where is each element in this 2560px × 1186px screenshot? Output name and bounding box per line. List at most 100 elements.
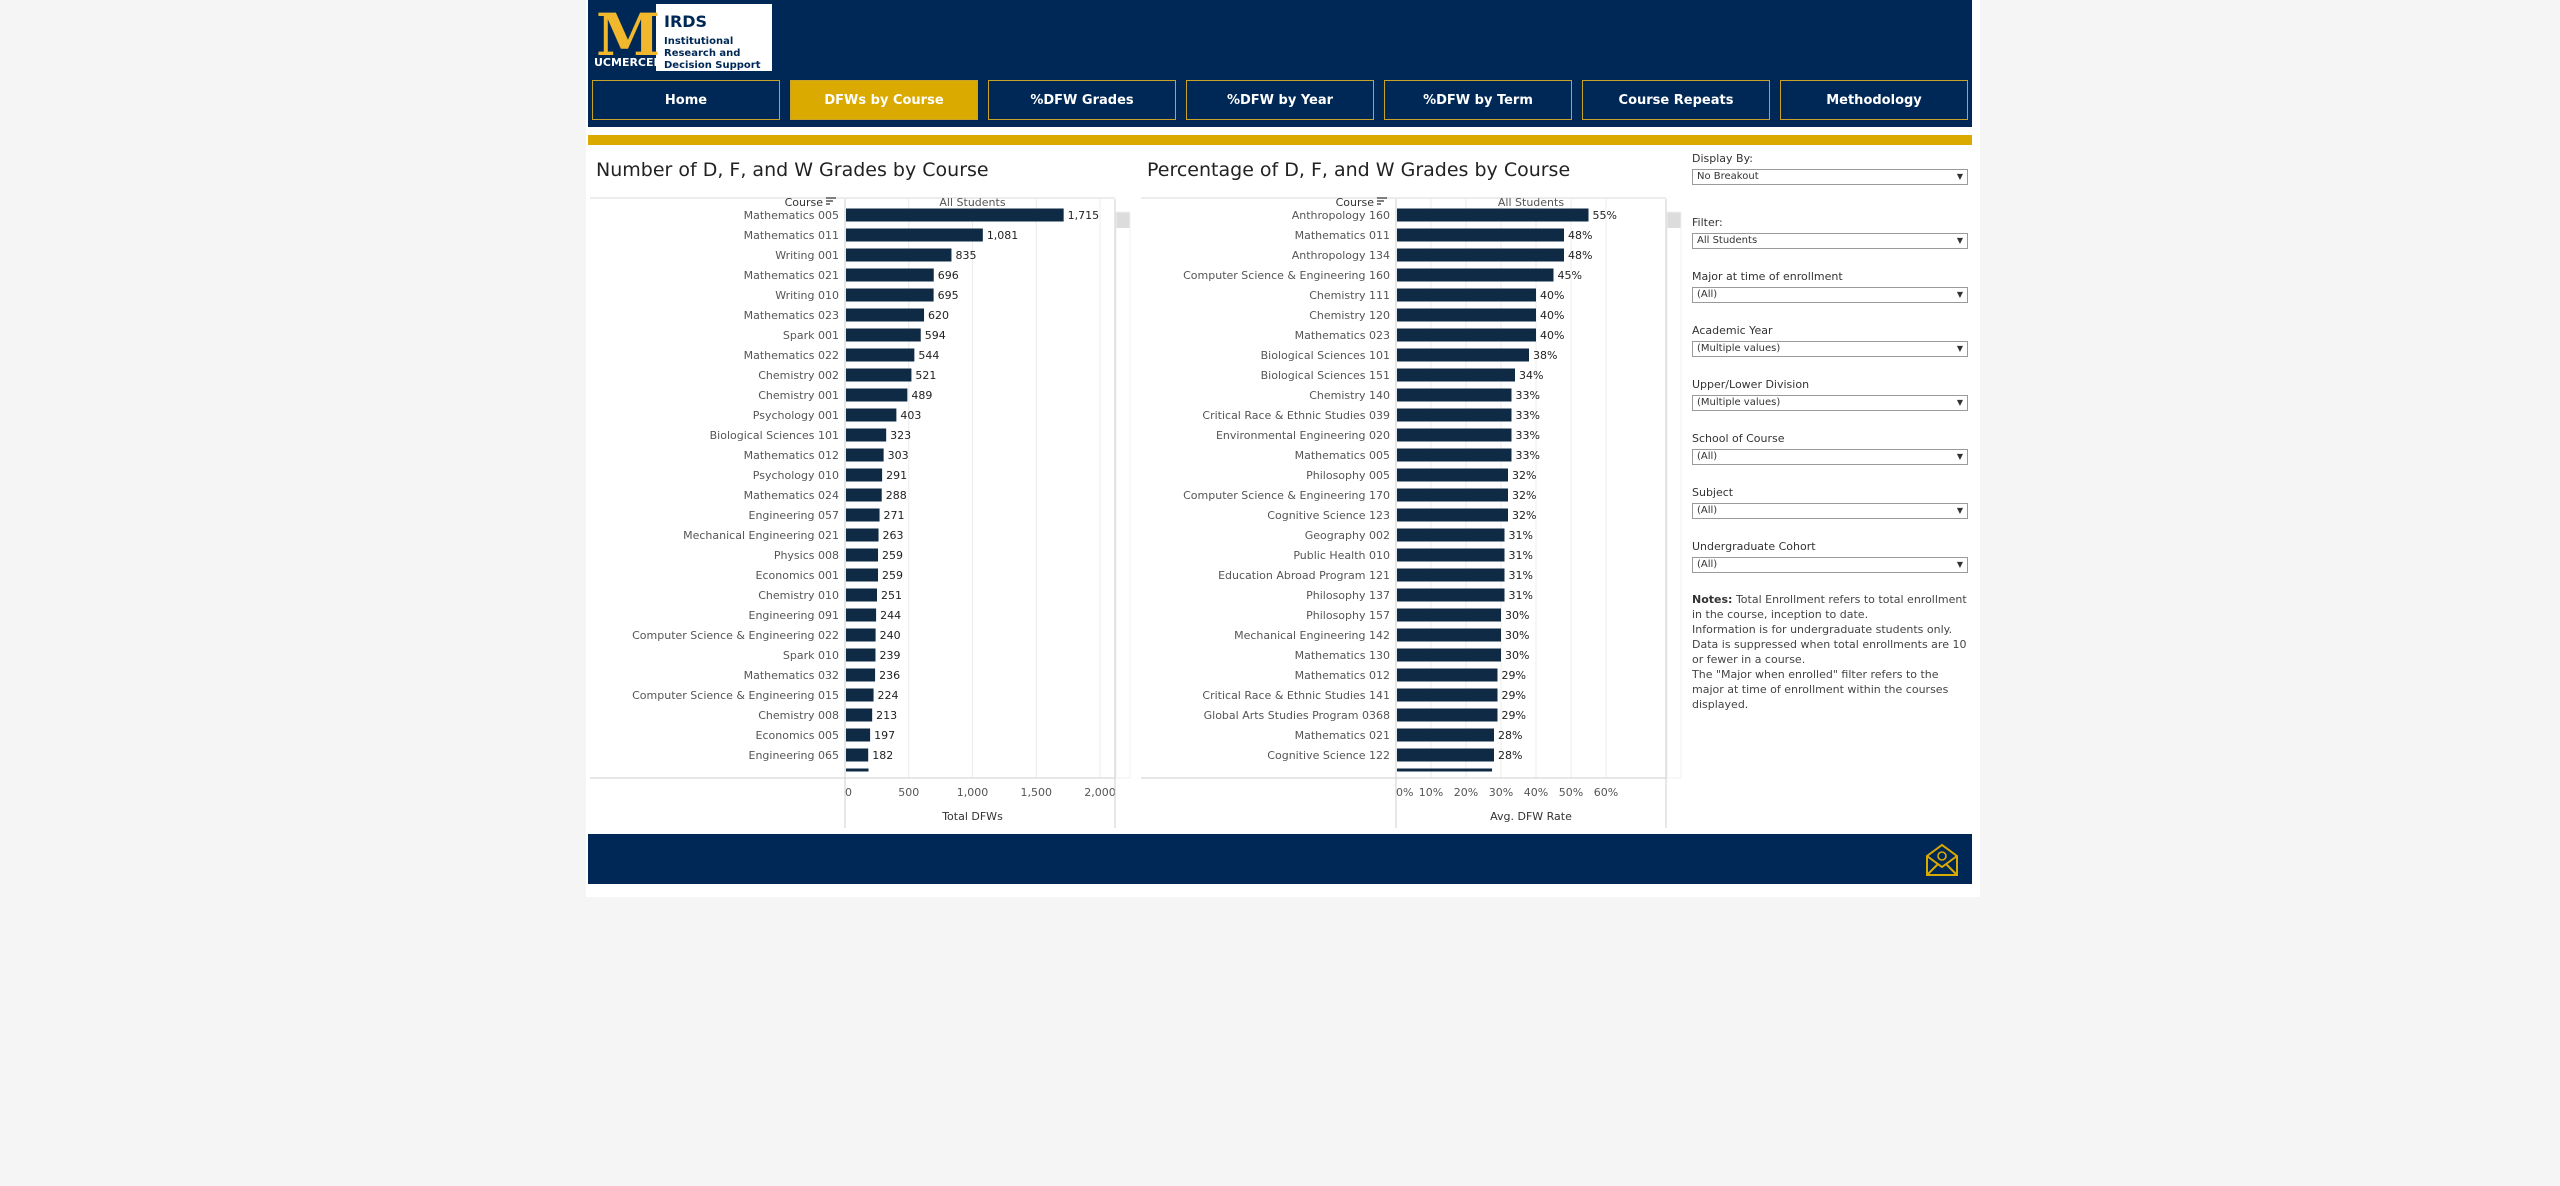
academic-year-select[interactable]: (Multiple values) ▼ — [1692, 341, 1968, 357]
data-label: 1,081 — [987, 229, 1019, 242]
column-header: All Students — [939, 196, 1005, 209]
data-label: 259 — [882, 569, 903, 582]
filter-label-filter: Filter: — [1692, 216, 1723, 229]
logo-wordmark: UCMERCED — [594, 56, 663, 69]
notes-line: Information is for undergraduate student… — [1692, 623, 1953, 636]
course-label: Computer Science & Engineering 015 — [632, 689, 839, 702]
x-axis-title: Total DFWs — [941, 810, 1003, 823]
chevron-down-icon: ▼ — [1956, 290, 1963, 299]
dfw-count-chart[interactable]: 0 500 1,000 1,500 2,000 Course All Students Mat… — [586, 0, 1980, 840]
chevron-down-icon: ▼ — [1956, 452, 1963, 461]
data-label: 224 — [878, 689, 899, 702]
bar-partial — [846, 768, 869, 772]
bar — [846, 708, 873, 722]
course-label: Mathematics 012 — [744, 449, 839, 462]
notes-line: Data is suppressed when total enrollment… — [1692, 638, 1967, 666]
course-label: Psychology 001 — [753, 409, 839, 422]
nav-home[interactable]: Home — [592, 80, 780, 120]
course-label: Engineering 057 — [749, 509, 840, 522]
data-label: 240 — [880, 629, 901, 642]
course-label: Spark 001 — [783, 329, 839, 342]
school-select[interactable]: (All) ▼ — [1692, 449, 1968, 465]
bar — [846, 428, 887, 442]
nav-dfws-by-course[interactable]: DFWs by Course — [790, 80, 978, 120]
data-label: 695 — [938, 289, 959, 302]
course-label: Mathematics 024 — [744, 489, 839, 502]
nav-dfw-by-year[interactable]: %DFW by Year — [1186, 80, 1374, 120]
subject-select[interactable]: (All) ▼ — [1692, 503, 1968, 519]
mail-icon[interactable] — [1924, 841, 1960, 877]
data-label: 403 — [900, 409, 921, 422]
display-by-select[interactable]: No Breakout ▼ — [1692, 169, 1968, 185]
data-label: 835 — [955, 249, 976, 262]
chart-title-percent: Percentage of D, F, and W Grades by Cour… — [1147, 159, 1571, 181]
division-select[interactable]: (Multiple values) ▼ — [1692, 395, 1968, 411]
bar — [846, 748, 869, 762]
sort-icon — [826, 197, 836, 205]
data-label: 594 — [925, 329, 946, 342]
bar — [846, 608, 877, 622]
chevron-down-icon: ▼ — [1956, 506, 1963, 515]
chevron-down-icon: ▼ — [1956, 172, 1963, 181]
logo-subtitle: Institutional Research and Decision Supp… — [664, 36, 761, 71]
bar — [846, 348, 915, 362]
x-tick-label: 0 — [845, 786, 852, 799]
bar — [846, 668, 876, 682]
filter-label-academic-year: Academic Year — [1692, 324, 1773, 337]
bar — [846, 388, 908, 402]
major-select[interactable]: (All) ▼ — [1692, 287, 1968, 303]
filter-select[interactable]: All Students ▼ — [1692, 233, 1968, 249]
course-label: Chemistry 001 — [758, 389, 839, 402]
data-label: 197 — [874, 729, 895, 742]
course-label: Mathematics 032 — [744, 669, 839, 682]
data-label: 251 — [881, 589, 902, 602]
dashboard: M UCMERCED IRDS Institutional Research a… — [586, 0, 1980, 897]
notes-panel: Notes: Total Enrollment refers to total … — [1692, 592, 1968, 712]
bar — [846, 208, 1064, 222]
course-label: Writing 001 — [775, 249, 839, 262]
course-label: Psychology 010 — [753, 469, 839, 482]
chart-title-count: Number of D, F, and W Grades by Course — [596, 159, 989, 181]
nav-dfw-by-term[interactable]: %DFW by Term — [1384, 80, 1572, 120]
bar — [846, 568, 879, 582]
data-label: 1,715 — [1068, 209, 1100, 222]
course-label: Physics 008 — [774, 549, 839, 562]
data-label: 259 — [882, 549, 903, 562]
course-label: Chemistry 010 — [758, 589, 839, 602]
bar — [846, 528, 879, 542]
scrollbar-thumb — [1116, 212, 1130, 228]
filter-label-cohort: Undergraduate Cohort — [1692, 540, 1816, 553]
filter-label-division: Upper/Lower Division — [1692, 378, 1810, 391]
bar — [846, 228, 983, 242]
bar — [846, 328, 921, 342]
footer-bar — [588, 834, 1972, 884]
logo-mark: M — [596, 1, 661, 69]
course-header: Course — [785, 196, 824, 209]
data-label: 620 — [928, 309, 949, 322]
data-label: 323 — [890, 429, 911, 442]
data-label: 696 — [938, 269, 959, 282]
course-label: Mathematics 005 — [744, 209, 839, 222]
notes-line: Total Enrollment refers to total enrollm… — [1692, 593, 1967, 621]
cohort-select[interactable]: (All) ▼ — [1692, 557, 1968, 573]
course-label: Mathematics 023 — [744, 309, 839, 322]
chevron-down-icon: ▼ — [1956, 560, 1963, 569]
course-label: Mechanical Engineering 021 — [683, 529, 839, 542]
bar — [846, 728, 871, 742]
x-tick-label: 1,000 — [957, 786, 989, 799]
data-label: 303 — [888, 449, 909, 462]
bar — [846, 448, 884, 462]
course-label: Chemistry 002 — [758, 369, 839, 382]
course-label: Writing 010 — [775, 289, 839, 302]
bar — [846, 288, 934, 302]
nav-course-repeats[interactable]: Course Repeats — [1582, 80, 1770, 120]
course-label: Mathematics 021 — [744, 269, 839, 282]
bar — [846, 628, 876, 642]
irds-logo[interactable]: M UCMERCED IRDS Institutional Research a… — [592, 4, 772, 71]
uc-merced-logo: M UCMERCED — [592, 4, 663, 71]
course-label: Spark 010 — [783, 649, 839, 662]
nav-methodology[interactable]: Methodology — [1780, 80, 1968, 120]
course-label: Economics 005 — [756, 729, 839, 742]
course-label: Biological Sciences 101 — [710, 429, 839, 442]
nav-dfw-grades[interactable]: %DFW Grades — [988, 80, 1176, 120]
